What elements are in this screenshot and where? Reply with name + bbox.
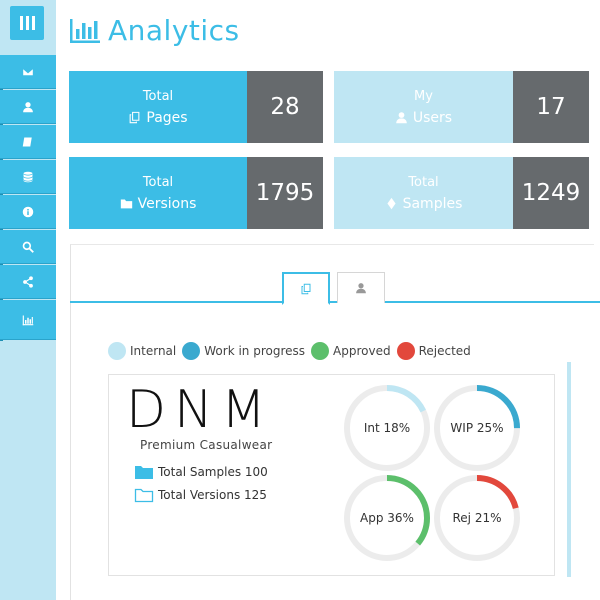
tab-strip-border [70,301,600,303]
bar-chart-icon [70,18,100,43]
legend-dot [396,342,415,360]
card-value: 17 [513,71,589,143]
page-header: Analytics [70,14,240,47]
card-total-samples: Total Samples 1249 [334,157,589,229]
book-icon [22,137,32,146]
legend-label: Work in progress [204,344,306,358]
sidebar-item-messages[interactable] [0,55,56,89]
status-legend: Internal Work in progress Approved Rejec… [108,342,477,360]
folder-outline-icon [134,488,154,503]
legend-dot [182,342,201,360]
legend-dot [108,342,126,360]
card-total-versions: Total Versions 1795 [69,157,323,229]
legend-label: Approved [333,344,391,358]
folder-filled-icon [135,466,153,479]
analytics-panel [70,244,594,600]
legend-label: Internal [130,344,177,358]
total-samples-stat: Total Samples 100 [134,464,268,480]
envelope-icon [22,67,34,76]
brand-logo: DNM [126,380,274,440]
sidebar-item-info[interactable] [0,195,56,229]
card-my-users: My Users 17 [334,71,589,143]
sidebar-item-book[interactable] [0,125,56,159]
tab-users[interactable] [337,272,385,303]
search-icon [22,241,34,253]
donut-arc [344,385,430,471]
brand-summary-box [108,374,555,576]
legend-item-approved: Approved [311,342,391,360]
menu-icon [19,16,23,30]
total-versions-stat: Total Versions 125 [134,487,267,503]
donut-wip: WIP 25% [433,384,521,472]
menu-toggle-button[interactable] [10,6,44,40]
folder-icon [120,199,132,209]
donut-label: App 36% [360,511,414,525]
info-icon [22,206,34,217]
database-icon [23,171,33,182]
stat-label: Total Samples 100 [158,465,268,479]
donut-internal: Int 18% [343,384,431,472]
sidebar [0,0,56,600]
card-value: 1795 [247,157,323,229]
sidebar-item-users[interactable] [0,90,56,124]
legend-item-wip: Work in progress [182,342,305,360]
tab-pages[interactable] [282,272,330,305]
card-caption: My [414,88,433,104]
donut-rejected: Rej 21% [433,474,521,562]
page-title: Analytics [108,14,240,47]
stat-label: Total Versions 125 [158,488,267,502]
card-caption: Total [142,88,174,104]
sidebar-item-search[interactable] [0,230,56,264]
card-label: Pages [146,109,188,126]
donut-arc [434,475,520,561]
brand-subtitle: Premium Casualwear [140,438,273,452]
legend-dot [311,342,330,360]
donut-arc [434,385,520,471]
card-value: 28 [247,71,323,143]
user-icon [356,283,366,294]
sidebar-item-analytics[interactable] [0,300,56,340]
legend-label: Rejected [418,344,471,358]
copy-icon [130,111,140,124]
card-label: Samples [402,195,463,212]
card-label: Users [412,109,453,126]
donut-arc [344,475,430,561]
card-caption: Total [142,174,174,190]
share-icon [23,275,33,288]
card-caption: Total [408,174,439,190]
donut-approved: App 36% [343,474,431,562]
panel-scrollbar[interactable] [567,362,571,577]
sidebar-item-database[interactable] [0,160,56,194]
donut-label: Int 18% [363,421,411,435]
bar-chart-icon [22,315,34,325]
legend-item-rejected: Rejected [396,342,471,360]
diamond-icon [387,197,396,210]
donut-label: WIP 25% [450,421,504,435]
card-label: Versions [137,195,197,212]
user-icon [23,101,33,112]
user-icon [396,112,407,124]
sidebar-item-share[interactable] [0,265,56,299]
copy-icon [301,283,311,294]
legend-item-internal: Internal [108,342,176,360]
donut-label: Rej 21% [452,511,502,525]
card-value: 1249 [513,157,589,229]
card-total-pages: Total Pages 28 [69,71,323,143]
